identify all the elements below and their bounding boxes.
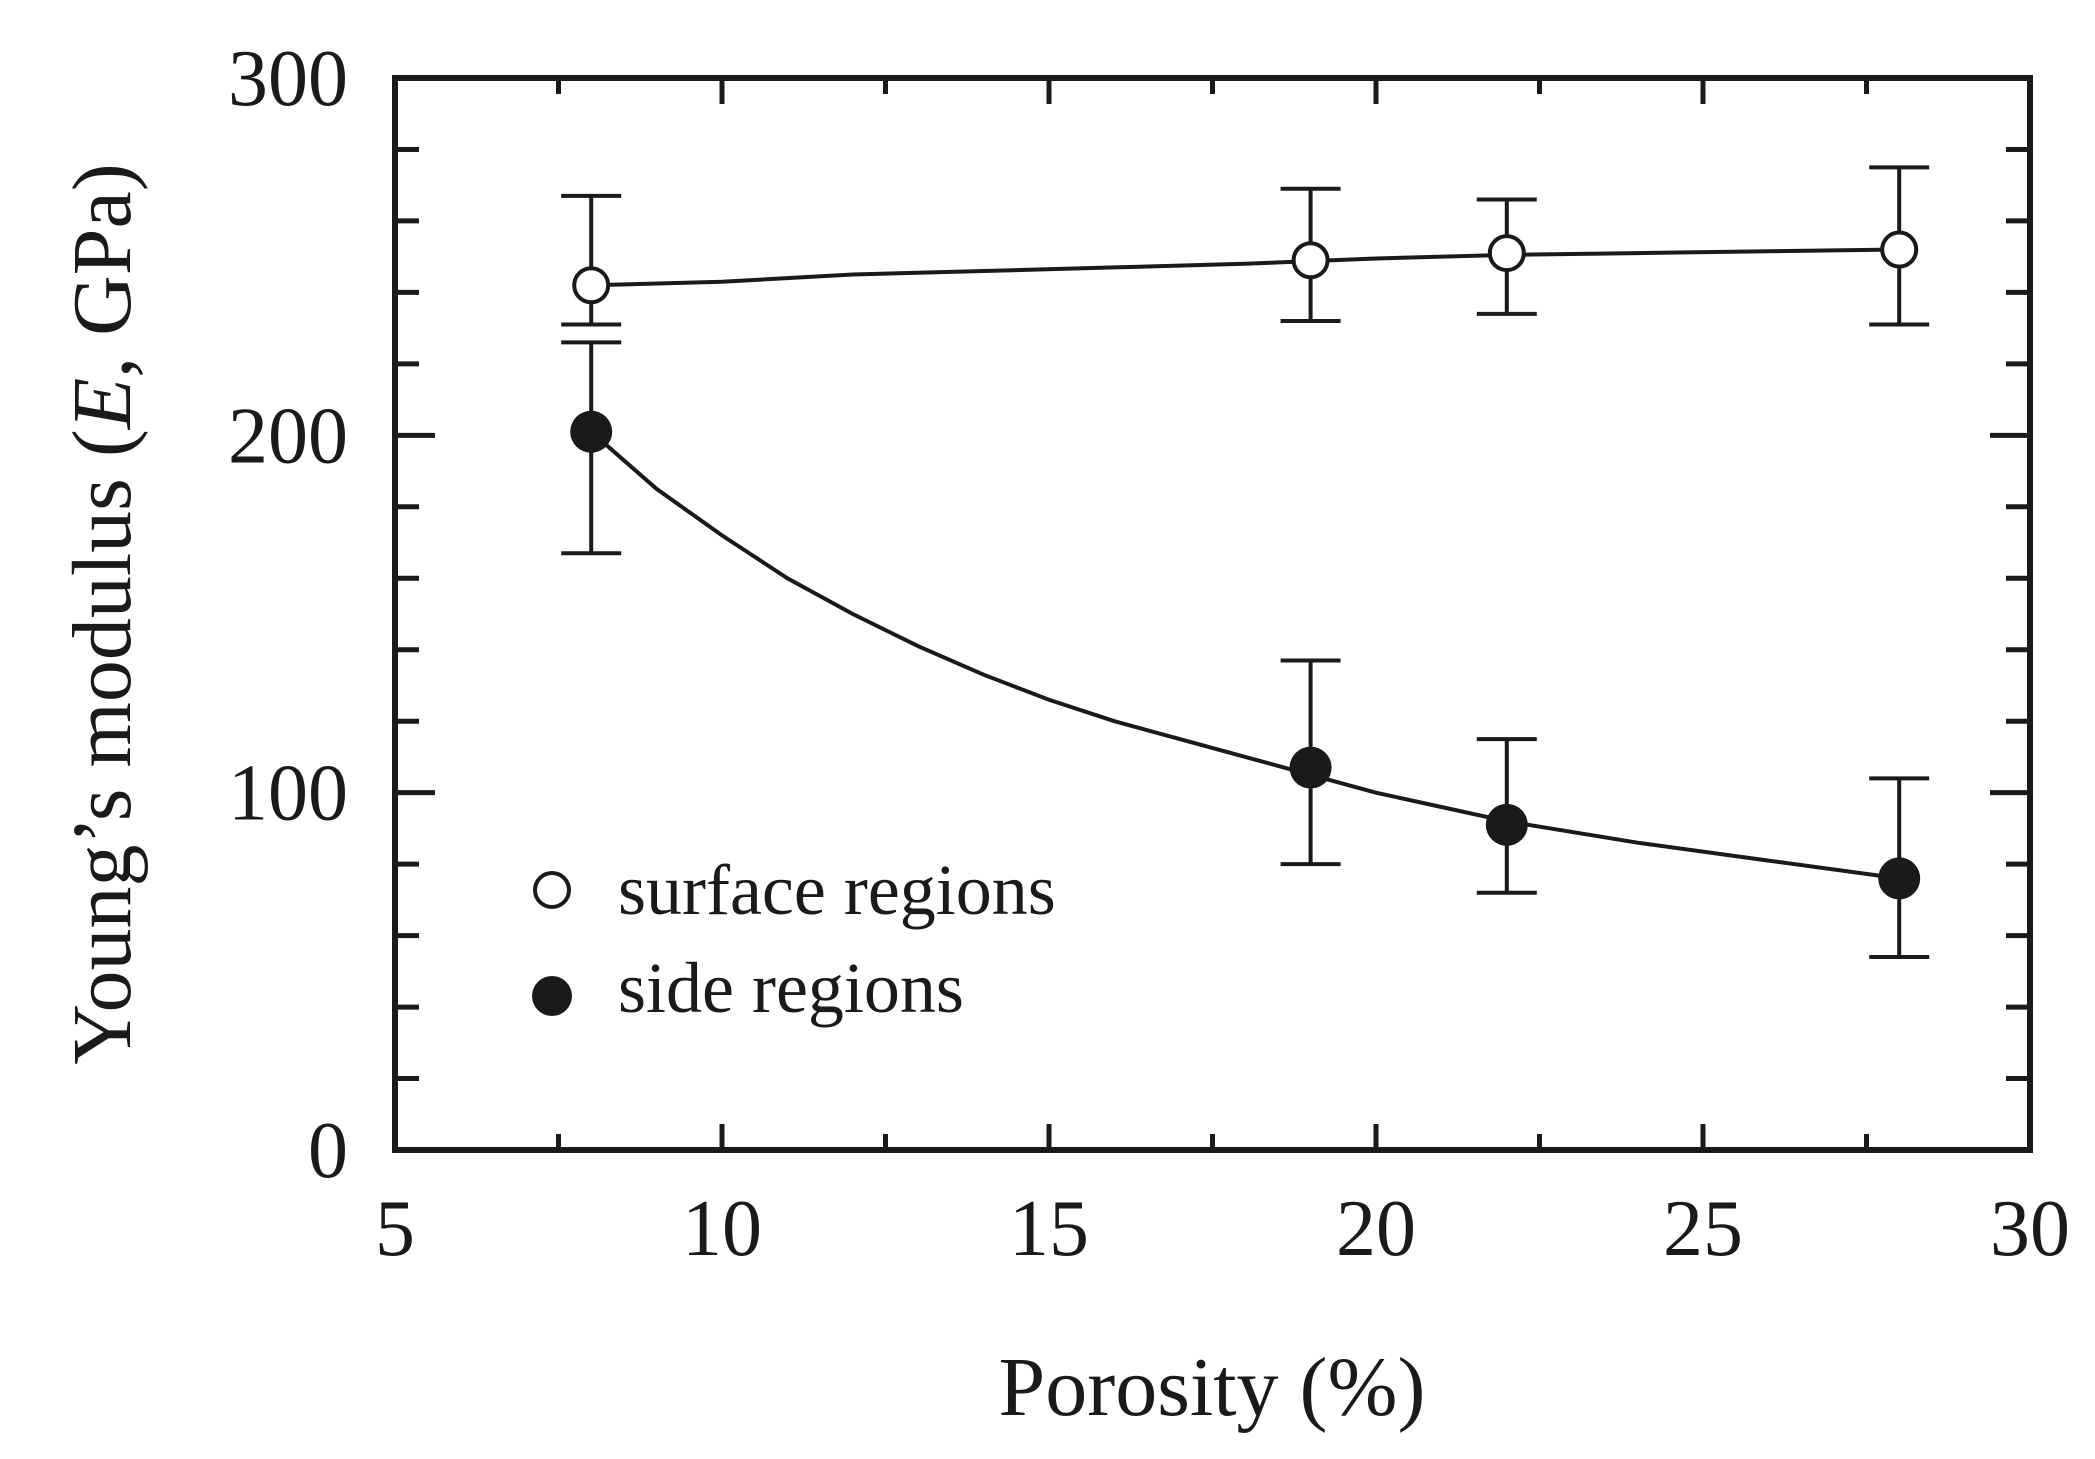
fit-line-side-regions	[589, 430, 1900, 881]
y-tick-label-0: 0	[308, 1107, 348, 1195]
point-side-regions-2	[1485, 803, 1528, 846]
point-side-regions-0	[570, 410, 613, 453]
point-side-regions-1	[1289, 746, 1332, 789]
y-tick-label-100: 100	[228, 750, 348, 838]
y-axis-title: Young’s modulus (E, GPa)	[56, 163, 149, 1065]
x-tick-label-5: 5	[375, 1185, 415, 1273]
point-surface-regions-1	[1291, 241, 1330, 280]
x-tick-label-25: 25	[1663, 1185, 1743, 1273]
x-axis-title: Porosity (%)	[999, 1341, 1426, 1434]
y-axis-title-part-2: , GPa)	[56, 163, 149, 378]
y-axis-title-part-1: Young’s modulus (	[56, 429, 149, 1065]
point-surface-regions-3	[1880, 230, 1919, 269]
x-tick-label-20: 20	[1336, 1185, 1416, 1273]
point-side-regions-3	[1878, 857, 1921, 900]
fit-lines	[589, 247, 1900, 881]
fit-line-surface-regions	[591, 247, 1900, 288]
data-markers	[570, 230, 1921, 900]
legend-marker-surface-regions	[533, 871, 571, 909]
plot-frame	[392, 75, 2033, 1153]
x-tick-label-10: 10	[682, 1185, 762, 1273]
point-surface-regions-0	[572, 266, 611, 305]
legend-marker-side-regions	[532, 976, 572, 1016]
legend-label-surface-regions: surface regions	[618, 850, 1056, 930]
legend-label-side-regions: side regions	[618, 948, 964, 1028]
y-tick-label-300: 300	[228, 35, 348, 123]
y-axis-title-italic-symbol: E	[56, 378, 149, 430]
x-tick-label-30: 30	[1990, 1185, 2070, 1273]
legend: surface regions side regions	[532, 850, 1056, 1028]
x-tick-label-15: 15	[1009, 1185, 1089, 1273]
y-tick-label-200: 200	[228, 392, 348, 480]
point-surface-regions-2	[1487, 234, 1526, 273]
